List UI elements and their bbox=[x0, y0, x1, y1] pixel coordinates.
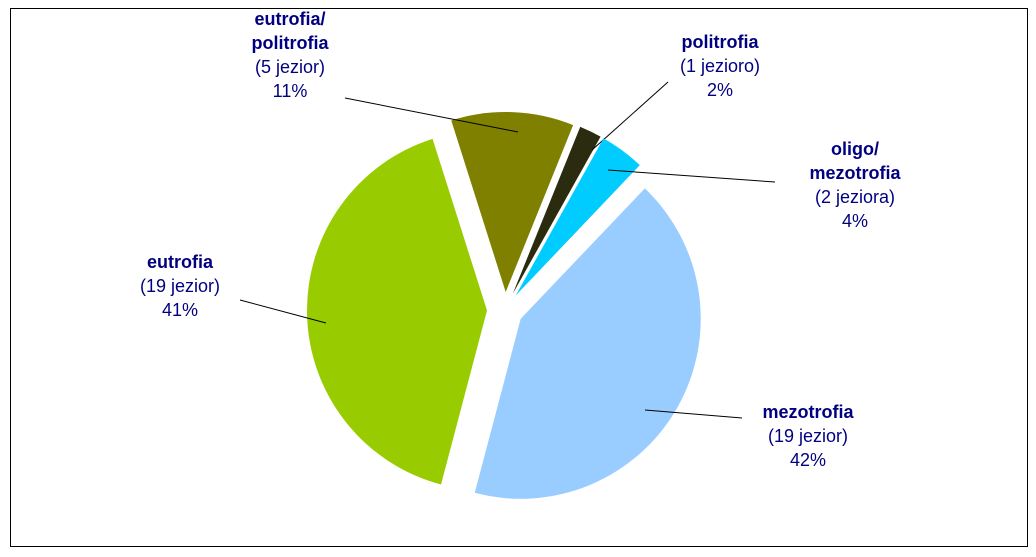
slice-percent: 4% bbox=[842, 211, 868, 231]
slice-percent: 41% bbox=[162, 300, 198, 320]
slice-name: oligo/mezotrofia bbox=[809, 139, 901, 183]
slice-count: (19 jezior) bbox=[140, 276, 220, 296]
pie-slice bbox=[307, 138, 488, 485]
slice-count: (5 jezior) bbox=[255, 57, 325, 77]
slice-percent: 42% bbox=[790, 450, 826, 470]
leader-line bbox=[239, 299, 327, 324]
pie-slice bbox=[515, 138, 640, 296]
slice-name: mezotrofia bbox=[762, 402, 854, 422]
pie-slice bbox=[474, 188, 701, 499]
slice-count: (1 jezioro) bbox=[680, 56, 760, 76]
leader-line bbox=[344, 97, 519, 133]
slice-count: (19 jezior) bbox=[768, 426, 848, 446]
pie-slice bbox=[512, 126, 601, 294]
leader-line bbox=[644, 409, 743, 419]
slice-name: eutrofia/politrofia bbox=[252, 9, 330, 53]
slice-count: (2 jeziora) bbox=[815, 187, 895, 207]
slice-percent: 11% bbox=[273, 81, 308, 101]
slice-percent: 2% bbox=[707, 80, 733, 100]
pie-slice bbox=[451, 112, 574, 293]
leader-line bbox=[591, 81, 669, 151]
leader-line bbox=[607, 169, 776, 183]
slice-name: eutrofia bbox=[147, 252, 214, 272]
slice-name: politrofia bbox=[682, 32, 760, 52]
